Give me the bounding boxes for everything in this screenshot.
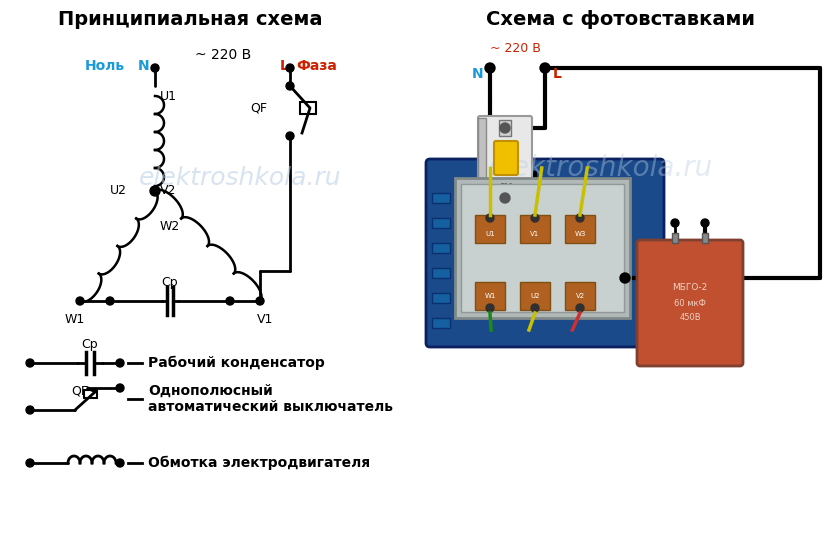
Text: elektroshkola.ru: elektroshkola.ru [487, 154, 712, 182]
Bar [520, 215, 550, 243]
FancyBboxPatch shape [478, 116, 532, 210]
Text: W1: W1 [484, 293, 496, 299]
Bar [432, 243, 450, 253]
Bar [565, 282, 595, 310]
Circle shape [500, 123, 510, 133]
Circle shape [226, 297, 234, 305]
Text: Обмотка электродвигателя: Обмотка электродвигателя [148, 456, 370, 470]
Text: QF: QF [250, 102, 267, 114]
Text: W1: W1 [65, 313, 85, 326]
Text: Однополюсный
автоматический выключатель: Однополюсный автоматический выключатель [148, 384, 393, 414]
Text: 450В: 450В [679, 314, 701, 323]
Bar [499, 190, 511, 206]
Text: Cp: Cp [161, 276, 178, 289]
Text: МБГО-2: МБГО-2 [672, 283, 707, 292]
Circle shape [620, 273, 630, 283]
Text: L: L [553, 67, 562, 81]
Bar [461, 184, 624, 312]
Bar [432, 193, 450, 203]
Text: U2: U2 [110, 185, 127, 198]
Circle shape [26, 459, 34, 467]
Bar [702, 233, 708, 243]
Circle shape [485, 63, 495, 73]
Circle shape [286, 132, 294, 140]
Bar [475, 215, 505, 243]
Text: QF: QF [72, 385, 89, 398]
Circle shape [26, 359, 34, 367]
Text: C16: C16 [500, 183, 514, 189]
Text: ~ 220 В: ~ 220 В [195, 48, 252, 62]
Text: Фаза: Фаза [296, 59, 337, 73]
Bar [432, 218, 450, 228]
Bar [432, 268, 450, 278]
Text: V1: V1 [530, 231, 539, 237]
Bar [565, 215, 595, 243]
Circle shape [286, 64, 294, 72]
Circle shape [486, 304, 494, 312]
Circle shape [531, 214, 539, 222]
Circle shape [116, 359, 124, 367]
Bar [478, 118, 486, 208]
Text: N: N [472, 67, 484, 81]
Bar [300, 102, 316, 114]
Text: Cp: Cp [82, 338, 99, 351]
FancyBboxPatch shape [494, 141, 518, 175]
Text: V1: V1 [257, 313, 273, 326]
Circle shape [151, 64, 159, 72]
Circle shape [116, 384, 124, 392]
Bar [520, 282, 550, 310]
Circle shape [500, 193, 510, 203]
FancyBboxPatch shape [637, 240, 743, 366]
Bar [672, 233, 678, 243]
Text: Ноль: Ноль [85, 59, 125, 73]
Circle shape [701, 219, 709, 227]
Text: Рабочий конденсатор: Рабочий конденсатор [148, 356, 324, 370]
Text: N: N [138, 59, 150, 73]
Circle shape [150, 186, 160, 196]
Circle shape [106, 297, 114, 305]
Circle shape [256, 297, 264, 305]
Bar [455, 178, 630, 318]
Circle shape [116, 459, 124, 467]
Text: U1: U1 [160, 90, 177, 103]
Circle shape [76, 297, 84, 305]
Circle shape [576, 214, 584, 222]
Text: W3: W3 [574, 231, 586, 237]
Circle shape [540, 63, 550, 73]
Circle shape [671, 219, 679, 227]
FancyBboxPatch shape [426, 159, 664, 347]
Text: V2: V2 [575, 293, 584, 299]
Text: ~ 220 В: ~ 220 В [490, 41, 541, 55]
Text: U2: U2 [530, 293, 540, 299]
Text: W2: W2 [160, 219, 180, 233]
Bar [475, 282, 505, 310]
Circle shape [576, 304, 584, 312]
Bar [432, 318, 450, 328]
Text: Схема с фотовставками: Схема с фотовставками [486, 10, 755, 29]
Bar [84, 390, 97, 398]
Circle shape [486, 214, 494, 222]
Circle shape [26, 406, 34, 414]
Bar [499, 120, 511, 136]
Circle shape [531, 304, 539, 312]
Text: elektroshkola.ru: elektroshkola.ru [139, 166, 341, 190]
Circle shape [286, 82, 294, 90]
Text: V2: V2 [160, 185, 176, 198]
Text: L: L [280, 59, 289, 73]
Text: Принципиальная схема: Принципиальная схема [58, 10, 322, 29]
Text: 60 мкФ: 60 мкФ [674, 299, 706, 307]
Bar [432, 293, 450, 303]
Text: U1: U1 [485, 231, 495, 237]
